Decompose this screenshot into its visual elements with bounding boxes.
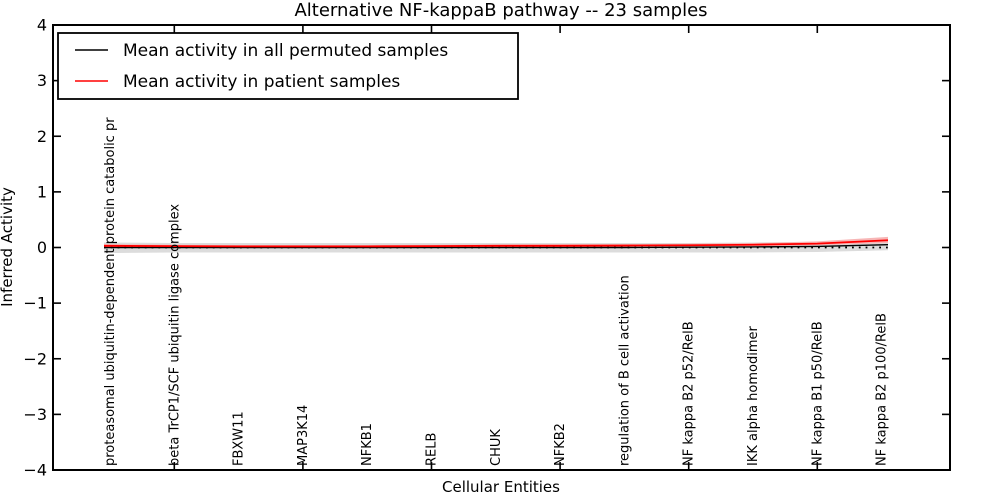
legend-box	[57, 32, 519, 100]
x-category-label: MAP3K14	[296, 405, 311, 466]
series-lines-layer	[103, 239, 889, 249]
x-category-label: FBXW11	[232, 411, 247, 466]
x-category-label: regulation of B cell activation	[617, 275, 632, 466]
legend-label-patient: Mean activity in patient samples	[123, 72, 400, 92]
x-category-label: NF kappa B2 p100/RelB	[875, 313, 890, 466]
y-tick-label: 0	[37, 238, 47, 257]
chart-title: Alternative NF-kappaB pathway -- 23 samp…	[294, 0, 707, 21]
x-category-label: NF kappa B1 p50/RelB	[810, 321, 825, 466]
y-tick-label: −3	[23, 405, 47, 424]
y-tick-label: 4	[37, 16, 47, 35]
x-category-label: NFKB1	[360, 423, 375, 466]
y-tick-label: −1	[23, 294, 47, 313]
axes-frame	[52, 24, 951, 471]
x-category-label: IKK alpha homodimer	[746, 325, 761, 466]
x-category-labels-layer: proteasomal ubiquitin-dependent protein …	[103, 117, 890, 466]
x-category-label: proteasomal ubiquitin-dependent protein …	[103, 117, 118, 466]
x-axis-label: Cellular Entities	[442, 478, 560, 496]
x-category-label: NF kappa B2 p52/RelB	[682, 321, 697, 466]
y-tick-label: 3	[37, 71, 47, 90]
x-category-label: CHUK	[489, 429, 504, 466]
x-category-label: RELB	[425, 433, 440, 466]
y-tick-label: −2	[23, 349, 47, 368]
y-tick-label: 2	[37, 127, 47, 146]
permuted-mean-line	[104, 244, 889, 249]
legend-label-permuted: Mean activity in all permuted samples	[123, 41, 448, 61]
x-category-label: beta TrCP1/SCF ubiquitin ligase complex	[167, 204, 182, 466]
y-tick-label: 1	[37, 182, 47, 201]
y-axis-label: Inferred Activity	[0, 187, 16, 307]
x-category-label: NFKB2	[553, 423, 568, 466]
legend: Mean activity in all permuted samples Me…	[57, 32, 519, 100]
y-tick-label: −4	[23, 461, 47, 480]
y-tick-labels-layer: 4 3 2 1 0 −1 −2 −3 −4	[23, 16, 47, 480]
patient-mean-line	[103, 239, 889, 248]
